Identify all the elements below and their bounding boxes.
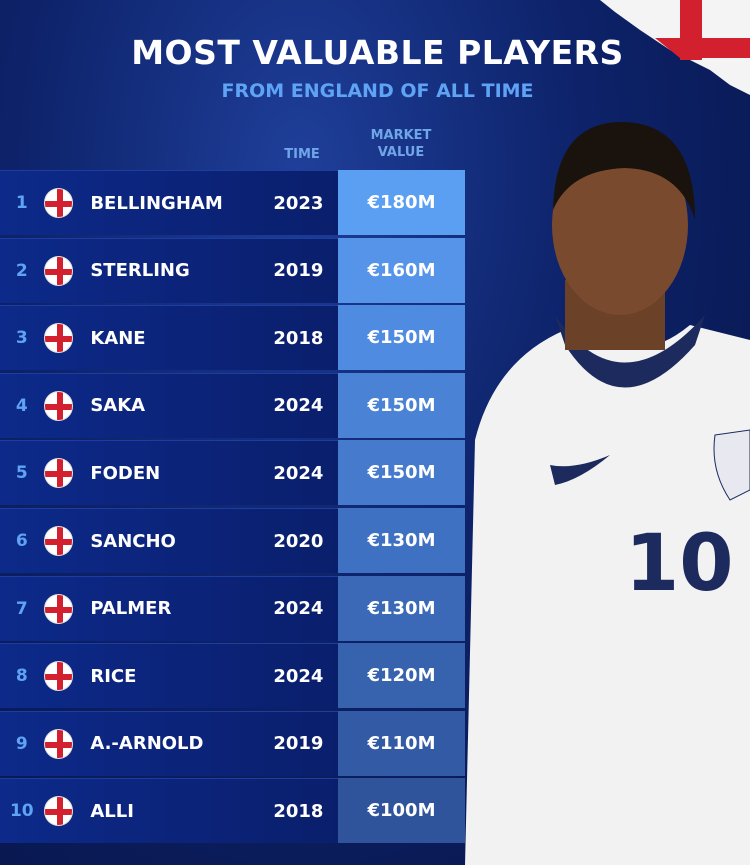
year: 2024 [273,462,324,484]
player-name: KANE [90,327,146,349]
year: 2024 [273,598,324,620]
table-row: 10 ALLI 2018 €100M [0,778,465,844]
market-value: €160M [338,237,465,303]
market-value-header-line1: MARKET [370,128,432,143]
england-flag-icon [43,593,74,624]
england-flag-icon [43,796,74,827]
rank: 6 [15,531,28,551]
player-name: ALLI [90,800,134,822]
player-name: PALMER [90,598,172,620]
year: 2018 [273,800,324,822]
row-info: 6 SANCHO 2020 [0,508,338,573]
year: 2023 [273,192,324,214]
england-flag-icon [43,255,74,286]
market-value: €100M [338,778,465,844]
market-value: €150M [338,305,465,371]
market-value-header: MARKET VALUE [340,127,462,161]
year: 2019 [273,260,324,282]
time-header: TIME [284,147,320,162]
year: 2020 [273,530,324,552]
row-info: 10 ALLI 2018 [0,778,338,844]
rank: 8 [15,666,28,687]
row-info: 8 RICE 2024 [0,643,338,709]
player-name: BELLINGHAM [90,192,223,214]
year: 2024 [273,665,324,687]
player-name: FODEN [90,462,161,484]
year: 2018 [273,327,324,349]
shirt-number: 10 [625,519,734,609]
market-value: €130M [338,575,465,641]
table-row: 4 SAKA 2024 €150M [0,372,465,438]
rank: 4 [15,395,28,416]
rank: 3 [15,328,28,349]
table-row: 6 SANCHO 2020 €130M [0,508,465,573]
market-value: €180M [338,170,465,235]
table-row: 7 PALMER 2024 €130M [0,575,465,641]
table-row: 9 A.-ARNOLD 2019 €110M [0,710,465,776]
market-value: €120M [338,643,465,709]
england-flag-icon [43,188,74,218]
row-info: 4 SAKA 2024 [0,372,338,438]
england-flag-icon [43,728,74,759]
rank: 2 [15,260,28,281]
rank: 10 [9,801,34,822]
market-value: €150M [338,372,465,438]
england-flag-corner [600,0,750,95]
table-row: 5 FODEN 2024 €150M [0,440,465,506]
market-value: €150M [338,440,465,506]
player-name: SAKA [90,395,146,417]
england-flag-icon [43,458,74,489]
market-value-header-line2: VALUE [377,145,425,160]
page-title: MOST VALUABLE PLAYERS [131,33,624,72]
market-value: €130M [338,508,465,573]
market-value: €110M [338,710,465,776]
player-name: STERLING [90,260,190,282]
table-row: 2 STERLING 2019 €160M [0,237,465,303]
table-row: 3 KANE 2018 €150M [0,305,465,371]
row-info: 1 BELLINGHAM 2023 [0,170,338,235]
england-flag-icon [43,390,74,421]
row-info: 3 KANE 2018 [0,305,338,371]
year: 2024 [273,395,324,417]
england-flag-icon [43,323,74,354]
player-name: RICE [90,665,137,687]
row-info: 7 PALMER 2024 [0,575,338,641]
rank: 5 [15,463,28,484]
rank: 1 [15,193,28,213]
player-photo: 10 [465,121,750,865]
row-info: 2 STERLING 2019 [0,237,338,303]
row-info: 9 A.-ARNOLD 2019 [0,710,338,776]
player-name: A.-ARNOLD [90,733,204,755]
year: 2019 [273,733,324,755]
player-name: SANCHO [90,530,176,552]
england-flag-icon [43,661,74,692]
table-row: 8 RICE 2024 €120M [0,643,465,709]
row-info: 5 FODEN 2024 [0,440,338,506]
rank: 9 [15,733,28,754]
table-row: 1 BELLINGHAM 2023 €180M [0,170,465,235]
england-flag-icon [43,526,74,556]
rank: 7 [15,598,28,619]
page-subtitle: FROM ENGLAND OF ALL TIME [221,80,534,102]
